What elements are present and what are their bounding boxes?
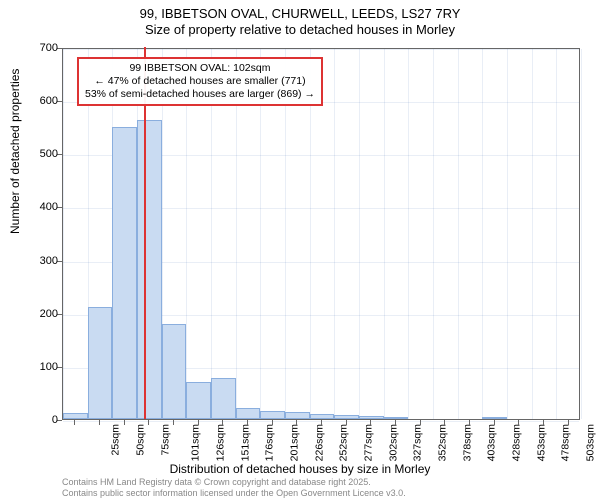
ytick-label: 700 [26,42,58,54]
gridline-v [507,49,508,419]
histogram-bar [186,382,211,419]
ytick-label: 100 [26,361,58,373]
ytick-label: 300 [26,255,58,267]
xtick-mark [222,420,223,425]
xtick-label: 327sqm [412,424,424,461]
xtick-mark [74,420,75,425]
histogram-bar [359,416,384,419]
ytick-label: 200 [26,308,58,320]
xtick-label: 25sqm [110,424,122,456]
histogram-bar [310,414,335,419]
xtick-mark [296,420,297,425]
annotation-box: 99 IBBETSON OVAL: 102sqm← 47% of detache… [77,57,323,106]
xtick-mark [568,420,569,425]
gridline-v [334,49,335,419]
title-line-2: Size of property relative to detached ho… [0,22,600,38]
histogram-bar [88,307,113,419]
xtick-label: 75sqm [159,424,171,456]
xtick-label: 378sqm [461,424,473,461]
gridline-v [433,49,434,419]
xtick-mark [444,420,445,425]
xtick-mark [494,420,495,425]
xtick-label: 453sqm [535,424,547,461]
xtick-label: 201sqm [288,424,300,461]
histogram-bar [211,378,236,419]
xtick-label: 478sqm [560,424,572,461]
y-axis-label: Number of detached properties [8,69,22,234]
ytick-label: 500 [26,148,58,160]
xtick-mark [370,420,371,425]
plot-area: 99 IBBETSON OVAL: 102sqm← 47% of detache… [62,48,580,420]
xtick-mark [543,420,544,425]
xtick-label: 101sqm [190,424,202,461]
xtick-label: 277sqm [362,424,374,461]
gridline-v [581,49,582,419]
histogram-bar [334,415,359,419]
gridline-v [482,49,483,419]
gridline-v [359,49,360,419]
xtick-mark [518,420,519,425]
annotation-line: 99 IBBETSON OVAL: 102sqm [85,62,315,75]
xtick-label: 50sqm [135,424,147,456]
gridline-v [384,49,385,419]
container: 99, IBBETSON OVAL, CHURWELL, LEEDS, LS27… [0,0,600,500]
xtick-label: 403sqm [486,424,498,461]
chart-area: 99 IBBETSON OVAL: 102sqm← 47% of detache… [62,48,580,420]
xtick-mark [321,420,322,425]
ytick-label: 600 [26,95,58,107]
histogram-bar [112,127,137,419]
gridline-h [63,49,579,50]
xtick-mark [247,420,248,425]
histogram-bar [63,413,88,419]
xtick-mark [346,420,347,425]
xtick-mark [173,420,174,425]
xtick-label: 126sqm [214,424,226,461]
gridline-v [532,49,533,419]
histogram-bar [384,417,409,419]
xtick-mark [198,420,199,425]
histogram-bar [260,411,285,419]
xtick-label: 428sqm [510,424,522,461]
xtick-mark [124,420,125,425]
xtick-label: 503sqm [584,424,596,461]
xtick-mark [99,420,100,425]
histogram-bar [482,417,507,419]
xtick-label: 352sqm [436,424,448,461]
histogram-bar [137,120,162,419]
gridline-v [556,49,557,419]
footer-line-2: Contains public sector information licen… [62,488,406,498]
xtick-label: 151sqm [239,424,251,461]
xtick-label: 226sqm [313,424,325,461]
xtick-mark [272,420,273,425]
histogram-bar [236,408,261,419]
xtick-mark [420,420,421,425]
ytick-label: 0 [26,414,58,426]
xtick-mark [469,420,470,425]
ytick-label: 400 [26,201,58,213]
xtick-label: 176sqm [264,424,276,461]
xtick-label: 302sqm [387,424,399,461]
histogram-bar [285,412,310,419]
histogram-bar [162,324,187,419]
x-axis-label: Distribution of detached houses by size … [0,462,600,476]
xtick-mark [148,420,149,425]
gridline-v [408,49,409,419]
footer-attribution: Contains HM Land Registry data © Crown c… [62,477,406,498]
gridline-v [458,49,459,419]
footer-line-1: Contains HM Land Registry data © Crown c… [62,477,406,487]
gridline-v [63,49,64,419]
xtick-label: 252sqm [338,424,350,461]
chart-title: 99, IBBETSON OVAL, CHURWELL, LEEDS, LS27… [0,0,600,39]
title-line-1: 99, IBBETSON OVAL, CHURWELL, LEEDS, LS27… [0,6,600,22]
annotation-line: ← 47% of detached houses are smaller (77… [85,75,315,88]
annotation-line: 53% of semi-detached houses are larger (… [85,88,315,101]
xtick-mark [395,420,396,425]
